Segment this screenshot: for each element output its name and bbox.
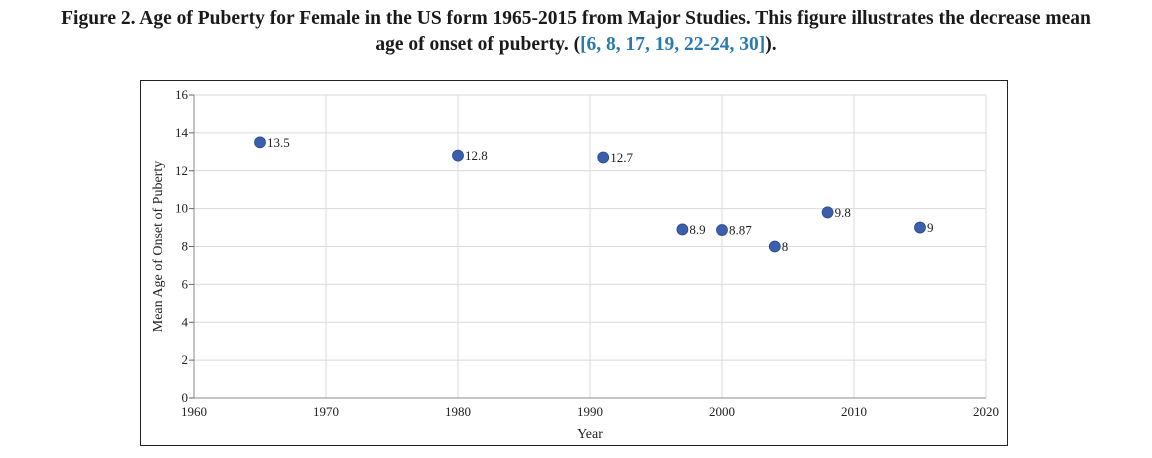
data-label: 12.7 xyxy=(610,150,633,165)
data-label: 8 xyxy=(782,239,789,254)
caption-line-2: age of onset of puberty. ([6, 8, 17, 19,… xyxy=(0,32,1152,58)
caption-line-2-end: ). xyxy=(765,34,777,55)
y-tick-label: 6 xyxy=(182,276,189,291)
caption-references-link[interactable]: [6, 8, 17, 19, 22-24, 30] xyxy=(580,34,766,55)
x-axis-title: Year xyxy=(577,427,603,442)
y-tick-label: 10 xyxy=(175,201,188,216)
y-tick-label: 0 xyxy=(182,390,189,405)
figure-caption: Figure 2. Age of Puberty for Female in t… xyxy=(0,6,1152,58)
caption-line-2-start: age of onset of puberty. ( xyxy=(375,34,581,55)
y-axis-title: Mean Age of Onset of Puberty xyxy=(151,161,166,332)
data-point xyxy=(914,221,926,234)
data-label: 8.87 xyxy=(729,223,752,238)
y-tick-label: 2 xyxy=(182,352,189,367)
data-point xyxy=(254,136,266,149)
x-tick-label: 2020 xyxy=(973,404,999,419)
x-tick-label: 1990 xyxy=(577,404,603,419)
data-label: 12.8 xyxy=(465,148,488,163)
data-point xyxy=(452,149,464,162)
data-point xyxy=(597,151,610,164)
chart-gridlines xyxy=(194,94,987,398)
data-label: 8.9 xyxy=(689,222,705,237)
x-tick-label: 1960 xyxy=(181,404,207,419)
data-label: 9 xyxy=(927,220,934,235)
x-tick-label: 1970 xyxy=(313,404,339,419)
data-point xyxy=(768,240,781,253)
y-tick-label: 14 xyxy=(175,125,189,140)
x-tick-label: 2010 xyxy=(841,404,867,419)
data-point xyxy=(676,223,689,236)
y-tick-label: 4 xyxy=(182,314,189,329)
x-tick-label: 1980 xyxy=(445,404,471,419)
data-point xyxy=(716,224,728,236)
data-label: 13.5 xyxy=(267,135,290,150)
y-axis-ticks: 0 2 4 6 8 10 12 14 16 xyxy=(175,87,194,405)
y-tick-label: 8 xyxy=(182,239,189,254)
y-tick-label: 12 xyxy=(175,163,188,178)
caption-line-1: Figure 2. Age of Puberty for Female in t… xyxy=(61,8,1091,29)
data-point xyxy=(821,206,834,219)
data-points: 13.5 12.8 12.7 8.9 8.87 8 9.8 9 xyxy=(254,135,934,254)
chart-frame xyxy=(140,80,1008,446)
x-axis-ticks: 1960 1970 1980 1990 2000 2010 2020 xyxy=(181,404,999,419)
data-label: 9.8 xyxy=(835,205,851,220)
x-tick-label: 2000 xyxy=(709,404,735,419)
y-tick-label: 16 xyxy=(175,87,189,102)
